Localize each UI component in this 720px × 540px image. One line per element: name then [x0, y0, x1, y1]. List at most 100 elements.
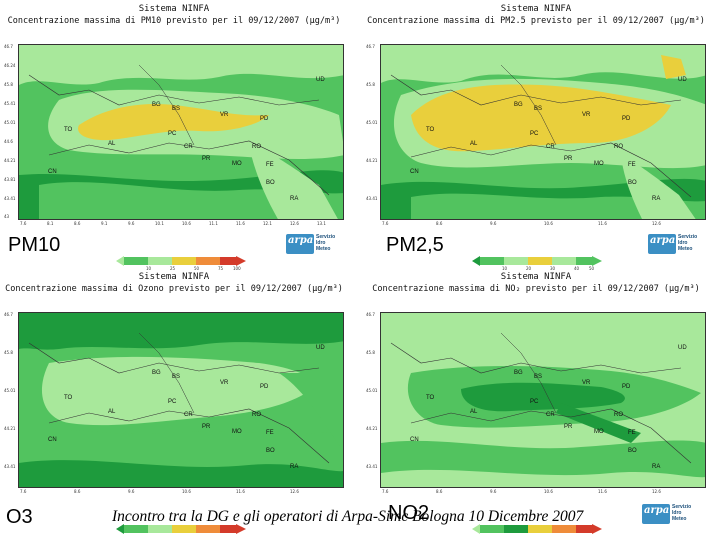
city-label: VR: [220, 380, 229, 386]
panel-pm10: Sistema NINFA Concentrazione massima di …: [4, 4, 344, 271]
lon-tick: 9.6: [490, 489, 497, 494]
lon-axis: 7.6 8.6 9.6 10.6 11.6 12.6: [18, 489, 344, 497]
city-label: PR: [564, 424, 573, 430]
lon-tick: 10.6: [544, 489, 553, 494]
legend-bar: [472, 256, 602, 266]
legend-tick: 100: [233, 266, 241, 271]
pollutant-label: O3: [6, 506, 33, 528]
lon-tick: 8.6: [436, 489, 443, 494]
lat-tick: 45.01: [366, 120, 378, 125]
city-label: PD: [260, 384, 269, 390]
city-label: AL: [108, 409, 116, 415]
system-title: Sistema NINFA: [500, 4, 572, 14]
city-label: UD: [678, 345, 687, 351]
city-label: CN: [410, 169, 419, 175]
city-label: TO: [426, 395, 435, 401]
city-label: BG: [152, 370, 161, 376]
city-label: CN: [48, 169, 57, 175]
city-label: CN: [410, 437, 419, 443]
system-title: Sistema NINFA: [500, 272, 572, 282]
city-label: CR: [546, 412, 555, 418]
lon-tick: 12.6: [290, 221, 299, 226]
arpa-mark: arpa: [286, 234, 314, 254]
city-label: FE: [628, 430, 636, 436]
legend-tick: 50: [194, 266, 200, 271]
legend-tick: 10: [502, 266, 508, 271]
lat-tick: 44.21: [4, 158, 16, 163]
city-label: PD: [622, 116, 631, 122]
arpa-logo: arpa Servizio Idro Meteo: [648, 234, 710, 256]
pollutant-label: PM2,5: [386, 234, 444, 256]
lon-tick: 9.6: [490, 221, 497, 226]
lon-tick: 7.6: [20, 221, 27, 226]
legend-bar: [116, 524, 246, 534]
logo-line: Meteo: [672, 516, 687, 522]
city-label: UD: [316, 77, 325, 83]
lon-tick: 13.1: [317, 221, 326, 226]
city-label: UD: [316, 345, 325, 351]
logo-mark-text: arpa: [288, 235, 314, 246]
lon-tick: 9.6: [128, 221, 135, 226]
lat-tick: 43.41: [366, 196, 378, 201]
lat-tick: 43.41: [4, 464, 16, 469]
lat-tick: 46.7: [366, 44, 375, 49]
system-title: Sistema NINFA: [138, 4, 210, 14]
logo-mark-text: arpa: [644, 505, 670, 516]
logo-line: Idro: [672, 510, 682, 516]
lat-tick: 46.7: [4, 312, 13, 317]
city-label: RA: [652, 196, 661, 202]
city-label: PC: [530, 131, 539, 137]
system-title: Sistema NINFA: [138, 272, 210, 282]
lon-axis: 7.6 8.1 8.6 9.1 9.6 10.1 10.6 11.1 11.6 …: [18, 221, 344, 229]
city-label: BS: [172, 106, 181, 112]
city-label: PC: [168, 399, 177, 405]
city-label: BG: [514, 370, 523, 376]
lat-tick: 45.01: [4, 120, 16, 125]
city-label: PR: [202, 424, 211, 430]
lat-tick: 46.7: [366, 312, 375, 317]
lon-tick: 8.1: [47, 221, 54, 226]
lon-tick: 7.6: [382, 489, 389, 494]
legend-bar: [116, 256, 246, 266]
lon-tick: 10.6: [182, 489, 191, 494]
city-label: CR: [184, 412, 193, 418]
city-label: CR: [546, 144, 555, 150]
lon-tick: 7.6: [382, 221, 389, 226]
lon-tick: 11.6: [236, 489, 245, 494]
city-label: FE: [266, 162, 274, 168]
city-label: RA: [652, 464, 661, 470]
city-label: PC: [530, 399, 539, 405]
legend-tick: 30: [550, 266, 556, 271]
lon-axis: 7.6 8.6 9.6 10.6 11.6 12.6: [380, 221, 706, 229]
city-label: VR: [582, 112, 591, 118]
city-label: MO: [232, 429, 242, 435]
map-title: Concentrazione massima di PM2.5 previsto…: [367, 16, 705, 26]
lat-tick: 45.8: [4, 350, 13, 355]
logo-mark-text: arpa: [650, 235, 676, 246]
city-label: TO: [426, 127, 435, 133]
city-label: UD: [678, 77, 687, 83]
city-label: BG: [514, 102, 523, 108]
city-label: BS: [172, 374, 181, 380]
city-label: VR: [220, 112, 229, 118]
map-title: Concentrazione massima di NO₂ previsto p…: [372, 284, 700, 294]
lat-tick: 46.7: [4, 44, 13, 49]
city-label: AL: [470, 409, 478, 415]
city-label: RO: [614, 412, 623, 418]
city-label: PD: [260, 116, 269, 122]
lon-tick: 9.6: [128, 489, 135, 494]
legend-tick: 50: [589, 266, 595, 271]
logo-line: Servizio: [678, 234, 698, 240]
lon-tick: 7.6: [20, 489, 27, 494]
map-title: Concentrazione massima di Ozono previsto…: [5, 284, 343, 294]
logo-text: Servizio Idro Meteo: [316, 234, 335, 252]
concentration-map-no2: [380, 312, 706, 488]
city-label: PR: [564, 156, 573, 162]
legend-bar: [472, 524, 602, 534]
arpa-mark: arpa: [648, 234, 676, 254]
lat-axis: 46.7 45.8 45.01 44.21 43.41: [366, 312, 380, 488]
lat-tick: 44.6: [4, 139, 13, 144]
concentration-map-pm10: [18, 44, 344, 220]
logo-line: Idro: [316, 240, 326, 246]
city-label: MO: [594, 161, 604, 167]
